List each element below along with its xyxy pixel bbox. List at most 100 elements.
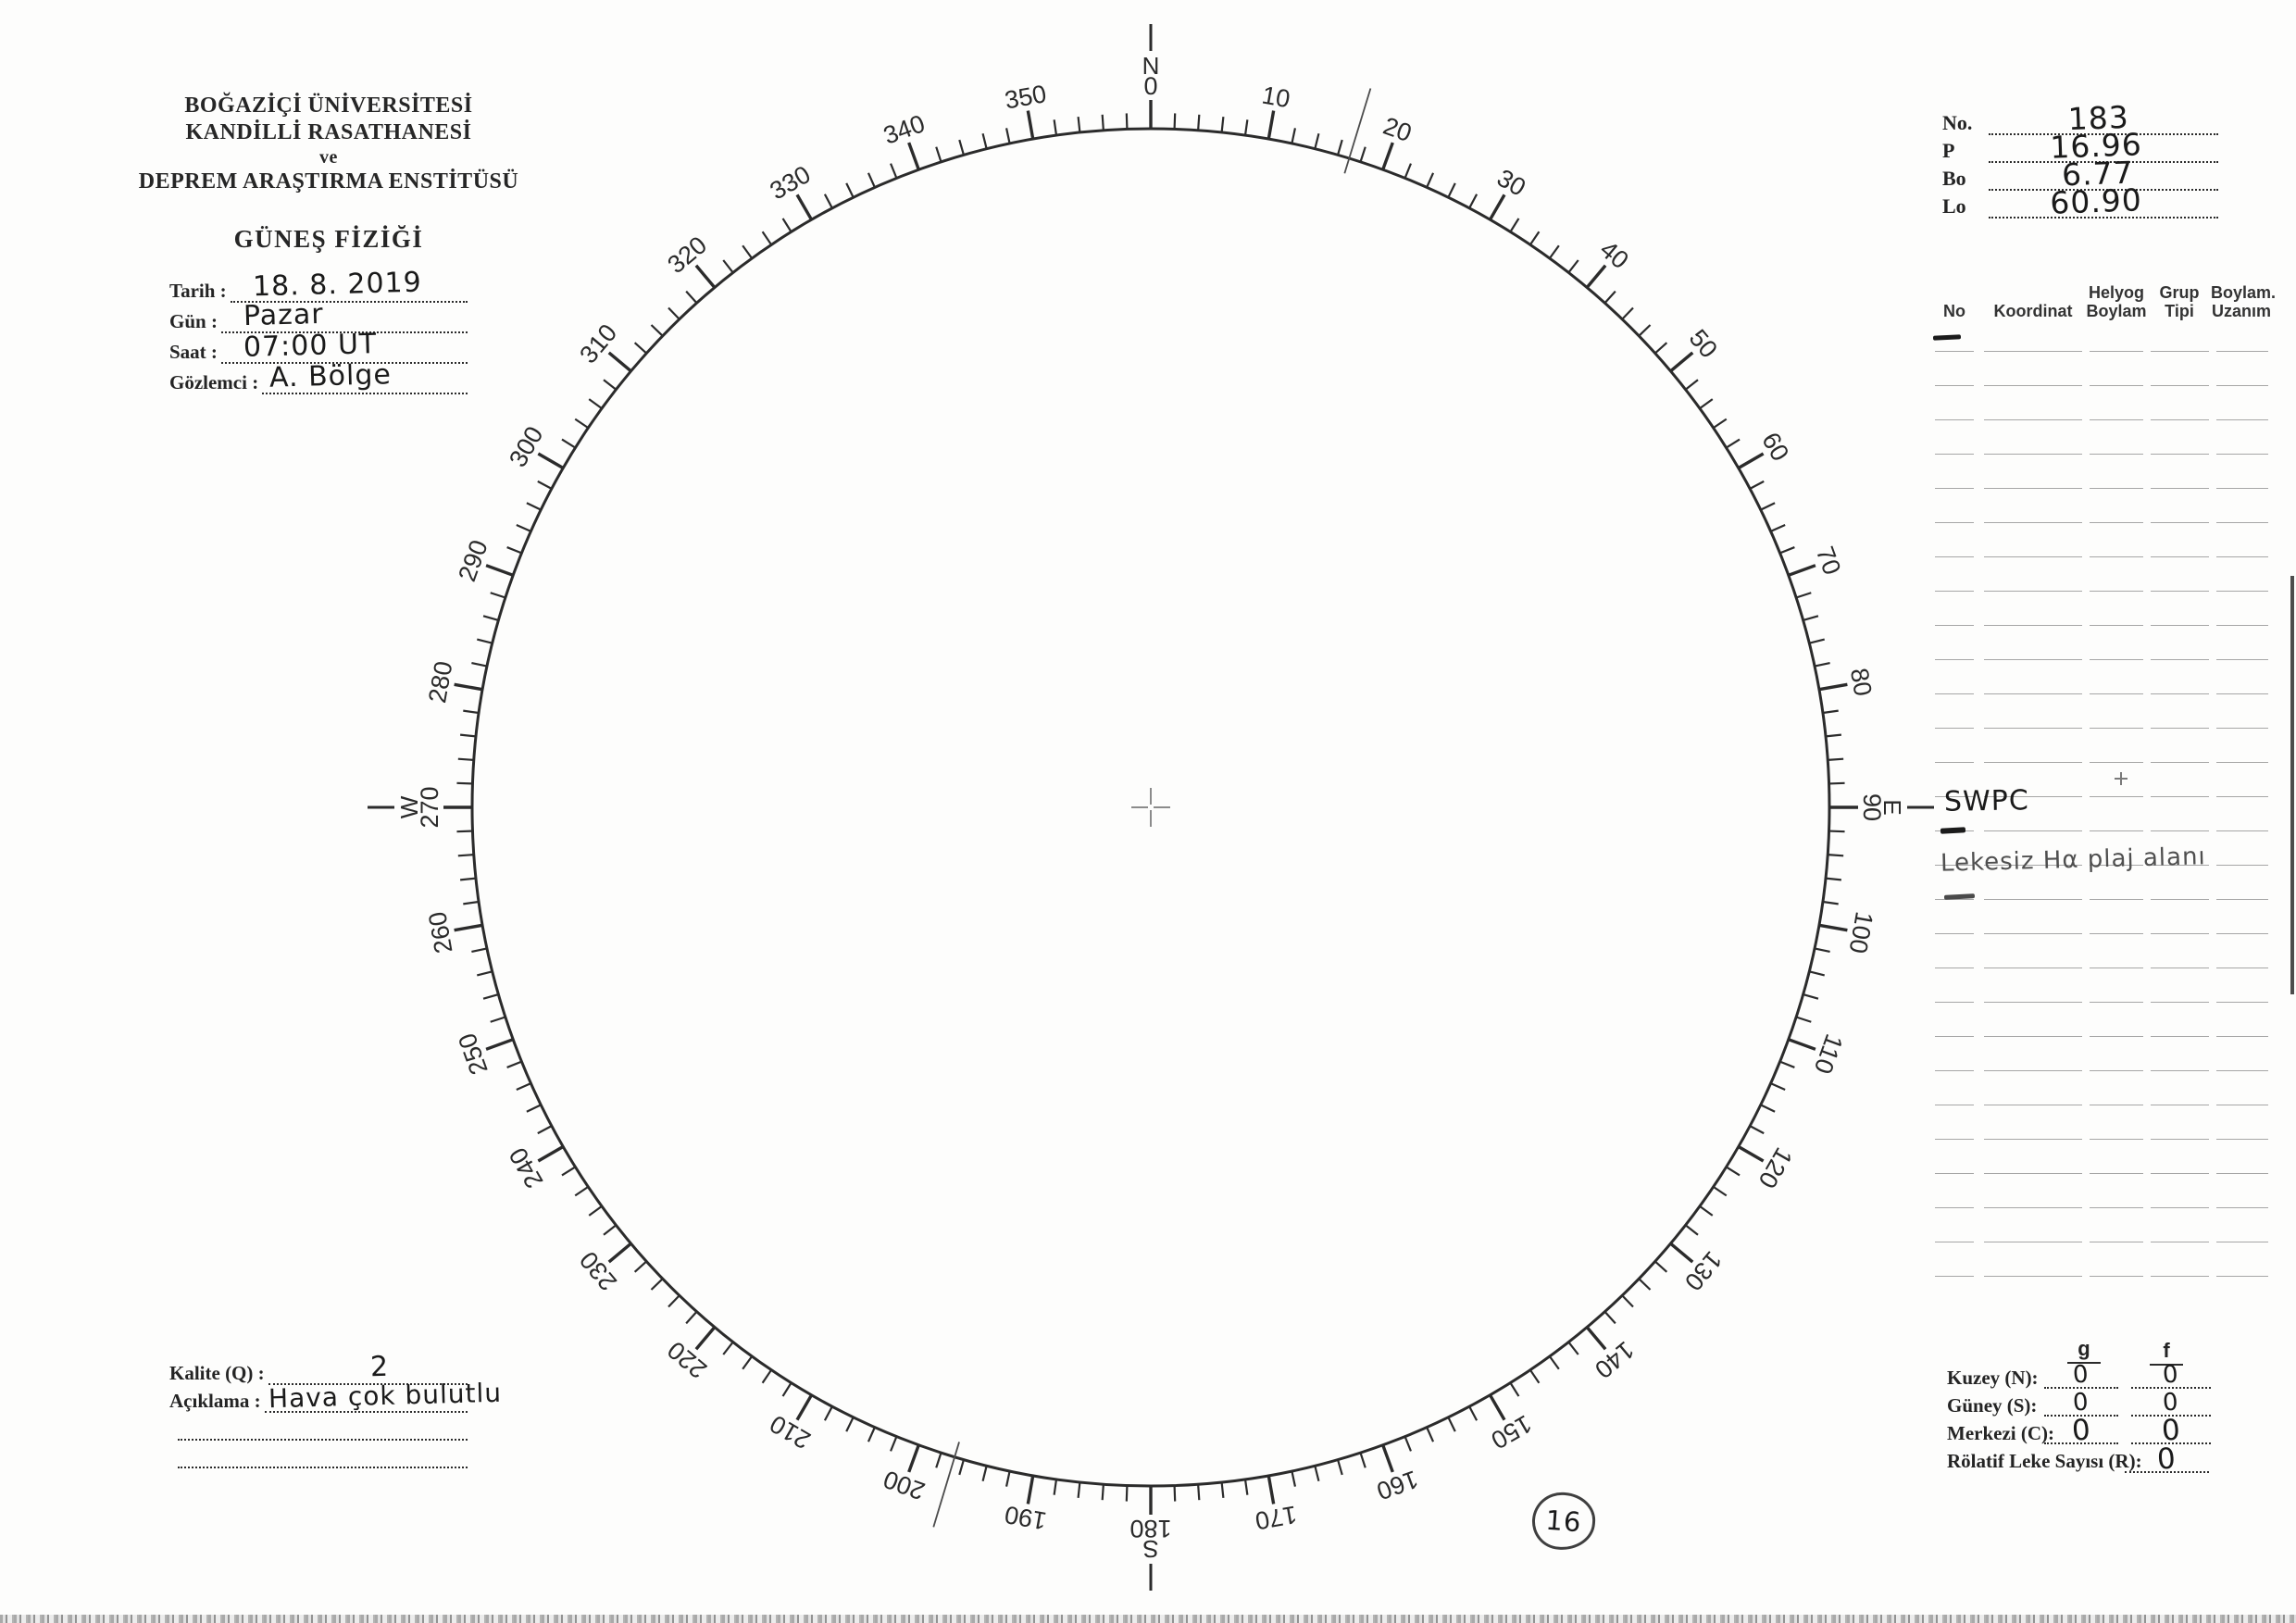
field-row-tarih: Tarih : 18. 8. 2019: [169, 267, 468, 303]
count-cell: 0: [2125, 1442, 2209, 1477]
institution-line: ve: [319, 147, 338, 168]
table-cell-line: [2151, 762, 2209, 763]
table-header-no: No: [1935, 278, 1974, 320]
table-cell-line: [1984, 351, 2082, 352]
table-cell-line: [2151, 1036, 2209, 1037]
count-cell: 0: [2131, 1388, 2211, 1417]
table-cell-line: [2090, 1036, 2143, 1037]
table-cell-line: [2151, 419, 2209, 420]
dial-degree-label: 170: [1253, 1500, 1299, 1534]
table-cell-line: [1984, 933, 2082, 934]
table-row: [1935, 1071, 2270, 1105]
field-label: Lo: [1942, 194, 1966, 218]
dial-degree-label: 280: [423, 659, 457, 705]
table-cell-line: [2151, 591, 2209, 592]
table-cell-line: [2151, 728, 2209, 729]
table-cell-line: [1935, 351, 1974, 352]
dial-degree-label: 110: [1809, 1030, 1849, 1078]
field-line: 18. 8. 2019: [230, 267, 468, 303]
dial-cardinal-E: E: [1878, 799, 1906, 815]
institution-header: BOĞAZİÇİ ÜNİVERSİTESİ KANDİLLİ RASATHANE…: [130, 93, 528, 254]
dial-degree-label: 80: [1845, 666, 1878, 698]
field-line: [178, 1439, 468, 1468]
table-row: [1935, 592, 2270, 626]
field-row-gun: Gün : Pazar: [169, 298, 468, 333]
table-cell-line: [2090, 591, 2143, 592]
table-cell-line: [1935, 796, 1974, 797]
table-cell-line: [2151, 385, 2209, 386]
table-row: [1935, 900, 2270, 934]
table-row: [1935, 1242, 2270, 1277]
field-line: A. Bölge: [262, 358, 468, 394]
table-cell-line: [2090, 488, 2143, 489]
table-cell-line: [1984, 1276, 2082, 1277]
table-cell-line: [1935, 693, 1974, 694]
table-cell-line: [1935, 762, 1974, 763]
table-cell-line: [2151, 454, 2209, 455]
dial-degree-label: 20: [1379, 112, 1415, 147]
table-cell-line: [1935, 454, 1974, 455]
table-cell-line: [2090, 1070, 2143, 1071]
table-header-line: Tipi: [2165, 302, 2194, 320]
table-header-helyog-boylam: Helyog Boylam: [2084, 278, 2149, 320]
table-cell-line: [2216, 1070, 2268, 1071]
table-cell-line: [1984, 693, 2082, 694]
table-cell-line: [2151, 351, 2209, 352]
table-cell-line: [1935, 659, 1974, 660]
dial-degree-label: 60: [1756, 428, 1794, 466]
table-row: [1935, 626, 2270, 660]
field-row-gozlemci: Gözlemci : A. Bölge: [169, 358, 468, 394]
table-row: [1935, 557, 2270, 592]
table-cell-line: [2151, 625, 2209, 626]
form-title: GÜNEŞ FİZİĞİ: [233, 225, 424, 253]
table-row: [1935, 523, 2270, 557]
table-cell-line: [1984, 556, 2082, 557]
table-header-line: No: [1943, 302, 1965, 320]
field-row-lo: Lo 60.90: [1942, 181, 2218, 221]
table-cell-line: [2216, 556, 2268, 557]
table-cell-line: [2216, 830, 2268, 831]
table-cell-line: [2151, 796, 2209, 797]
table-cell-line: [1935, 1276, 1974, 1277]
table-cell-line: [1935, 1036, 1974, 1037]
table-row: [1935, 1003, 2270, 1037]
institution-line: KANDİLLİ RASATHANESİ: [185, 120, 472, 144]
field-row-blank: [169, 1413, 468, 1441]
table-header-line: Grup: [2159, 283, 2200, 302]
field-row-aciklama: Açıklama : Hava çok bulutlu: [169, 1378, 502, 1415]
dial-degree-label: 70: [1811, 543, 1846, 578]
dial-degree-label: 270: [416, 786, 443, 828]
table-cell-line: [1984, 1139, 2082, 1140]
table-cell-line: [1935, 1002, 1974, 1003]
table-cell-line: [2151, 1207, 2209, 1208]
table-cell-line: [2151, 693, 2209, 694]
table-header-line: Uzanım: [2211, 302, 2271, 320]
handwritten-value: 60.90: [2049, 181, 2143, 221]
table-cell-line: [2216, 454, 2268, 455]
table-cell-line: [2151, 1070, 2209, 1071]
field-row-kalite: Kalite (Q) : 2: [169, 1351, 468, 1385]
table-cell-line: [1935, 865, 1974, 866]
table-header-line: Helyog: [2088, 283, 2144, 302]
table-cell-line: [1935, 1139, 1974, 1140]
field-label: Kalite (Q) :: [169, 1362, 265, 1384]
table-cell-line: [2216, 933, 2268, 934]
table-row: [1935, 1174, 2270, 1208]
count-col-header-g: g: [2067, 1337, 2101, 1364]
table-cell-line: [1984, 591, 2082, 592]
table-cell-line: [2216, 693, 2268, 694]
table-cell-line: [2216, 728, 2268, 729]
table-cell-line: [1984, 419, 2082, 420]
field-label: Tarih :: [169, 280, 227, 302]
table-cell-line: [1935, 1070, 1974, 1071]
table-cell-line: [2151, 933, 2209, 934]
table-cell-line: [1935, 933, 1974, 934]
table-cell-line: [1984, 1070, 2082, 1071]
table-cell-line: [2216, 865, 2268, 866]
table-cell-line: [2216, 419, 2268, 420]
table-cell-line: [1935, 625, 1974, 626]
table-row: [1935, 660, 2270, 694]
handwritten-count: 0: [2072, 1360, 2090, 1390]
handwritten-count: 0: [2155, 1442, 2178, 1477]
table-cell-line: [2216, 1173, 2268, 1174]
